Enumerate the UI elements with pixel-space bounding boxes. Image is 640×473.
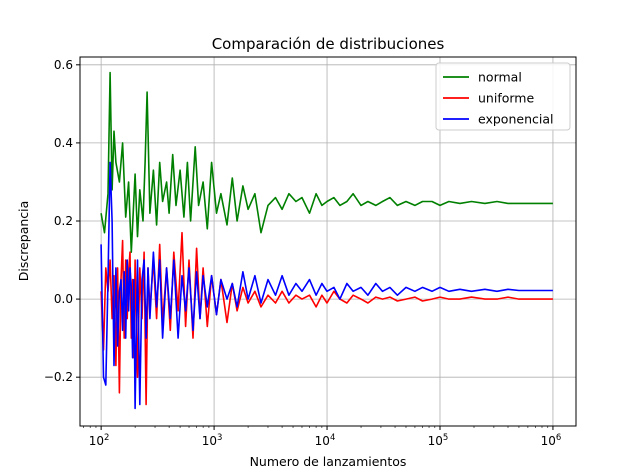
y-tick-label: 0.4 <box>54 136 73 150</box>
y-tick-label: −0.2 <box>44 370 73 384</box>
series-line-exponencial <box>100 161 553 410</box>
legend-label-exponencial: exponencial <box>478 112 553 127</box>
x-tick-label: 106 <box>541 433 562 448</box>
x-tick-label: 104 <box>315 433 336 448</box>
x-tick-label: 103 <box>202 433 223 448</box>
y-tick-label: 0.0 <box>54 292 73 306</box>
x-tick-label: 102 <box>89 433 110 448</box>
y-tick-label: 0.6 <box>54 58 73 72</box>
chart-title: Comparación de distribuciones <box>212 35 445 53</box>
legend-label-normal: normal <box>478 70 522 85</box>
legend-label-uniforme: uniforme <box>478 91 534 106</box>
plot-frame <box>79 56 577 427</box>
series-line-normal <box>100 71 553 253</box>
series-lines <box>100 71 553 410</box>
axis-ticks: 102 103 104 105 106 −0.2 0.0 0.2 0.4 0.6 <box>44 58 561 448</box>
x-axis-label: Numero de lanzamientos <box>250 454 407 469</box>
y-tick-label: 0.2 <box>54 214 73 228</box>
x-tick-label: 105 <box>428 433 449 448</box>
legend-box <box>435 62 571 131</box>
legend: normal uniforme exponencial <box>435 62 571 131</box>
y-axis-label: Discrepancia <box>16 201 31 282</box>
